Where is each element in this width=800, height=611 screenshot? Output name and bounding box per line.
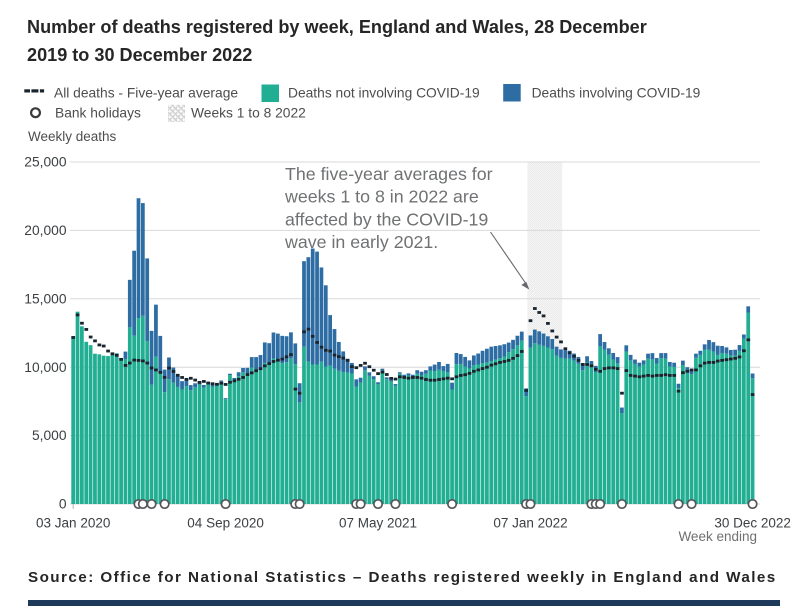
svg-text:Week ending: Week ending — [678, 529, 757, 544]
svg-text:wave in early 2021.: wave in early 2021. — [284, 232, 438, 252]
svg-text:20,000: 20,000 — [24, 223, 67, 238]
svg-text:affected by the COVID-19: affected by the COVID-19 — [285, 209, 488, 229]
svg-text:The five-year averages for: The five-year averages for — [285, 164, 493, 184]
svg-text:Deaths not involving COVID-19: Deaths not involving COVID-19 — [288, 86, 480, 101]
svg-text:25,000: 25,000 — [24, 155, 67, 170]
svg-text:Deaths involving COVID-19: Deaths involving COVID-19 — [532, 86, 701, 101]
svg-text:0: 0 — [59, 497, 67, 512]
svg-text:Source: Office for National St: Source: Office for National Statistics –… — [28, 569, 777, 586]
svg-text:2019 to 30 December 2022: 2019 to 30 December 2022 — [27, 45, 252, 65]
svg-text:07 May 2021: 07 May 2021 — [339, 516, 417, 531]
svg-text:Weeks 1 to 8 2022: Weeks 1 to 8 2022 — [191, 106, 306, 121]
svg-text:Weekly deaths: Weekly deaths — [28, 129, 117, 144]
svg-text:5,000: 5,000 — [32, 428, 67, 443]
svg-text:07 Jan 2022: 07 Jan 2022 — [493, 516, 567, 531]
svg-text:04 Sep 2020: 04 Sep 2020 — [187, 516, 264, 531]
svg-text:10,000: 10,000 — [24, 360, 67, 375]
svg-text:weeks 1 to 8 in 2022 are: weeks 1 to 8 in 2022 are — [284, 187, 479, 207]
svg-text:15,000: 15,000 — [24, 291, 67, 306]
svg-text:Bank holidays: Bank holidays — [55, 106, 141, 121]
svg-text:03 Jan 2020: 03 Jan 2020 — [36, 516, 110, 531]
svg-text:All deaths - Five-year average: All deaths - Five-year average — [54, 86, 238, 101]
svg-text:Number of deaths registered by: Number of deaths registered by week, Eng… — [27, 17, 647, 37]
